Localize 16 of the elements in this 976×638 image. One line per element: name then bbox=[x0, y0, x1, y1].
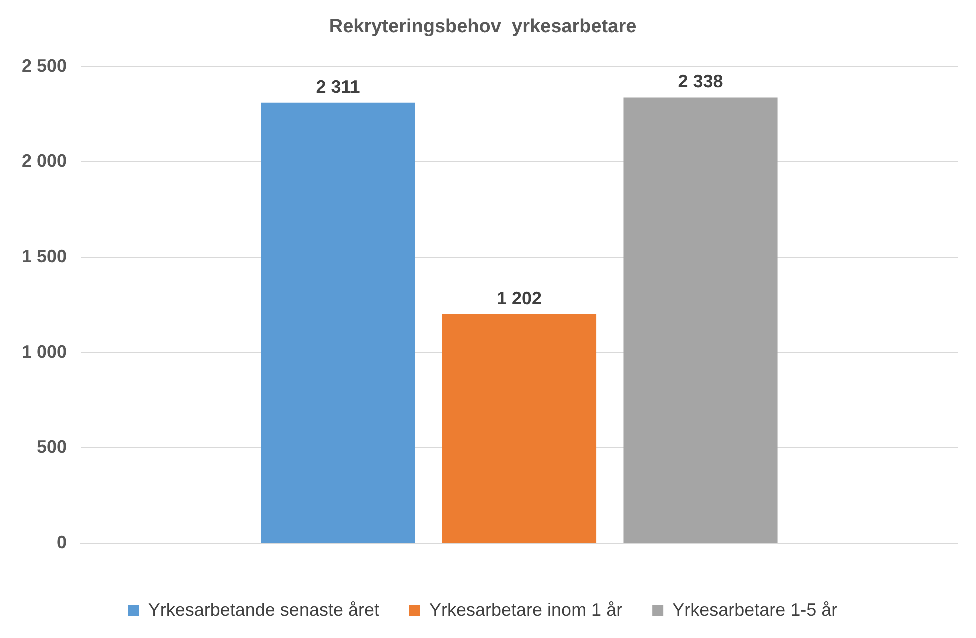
chart-title: Rekryteringsbehov yrkesarbetare bbox=[329, 16, 637, 38]
data-label: 1 202 bbox=[497, 288, 542, 308]
legend-label: Yrkesarbetare 1-5 år bbox=[672, 600, 838, 620]
y-tick-label: 1 000 bbox=[22, 342, 68, 362]
y-tick-label: 0 bbox=[57, 532, 68, 553]
data-label: 2 311 bbox=[316, 76, 360, 97]
legend-label: Yrkesarbetande senaste året bbox=[148, 600, 380, 620]
data-label: 2 338 bbox=[678, 72, 724, 92]
y-tick-label: 1 500 bbox=[22, 246, 68, 266]
y-tick-label: 500 bbox=[36, 437, 68, 458]
legend-label: Yrkesarbetare inom 1 år bbox=[429, 600, 623, 620]
bar bbox=[624, 98, 778, 544]
y-tick-label: 2 000 bbox=[22, 151, 68, 172]
bar bbox=[442, 314, 597, 544]
y-tick-label: 2 500 bbox=[22, 56, 68, 76]
bar bbox=[261, 102, 416, 544]
